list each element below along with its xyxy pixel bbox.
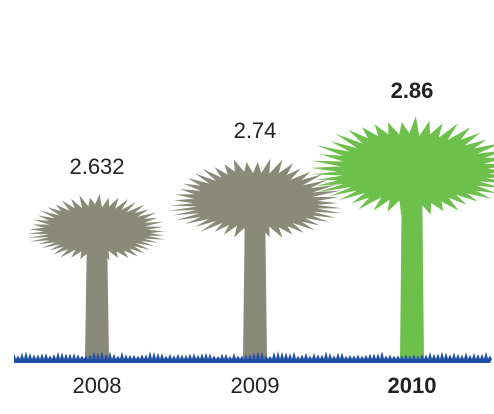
tree-trunk <box>243 203 267 358</box>
value-label: 2.86 <box>391 78 434 103</box>
tree <box>310 116 494 358</box>
value-label: 2.632 <box>69 154 124 179</box>
tree-trunk <box>400 171 424 358</box>
tree-trunk <box>85 231 109 358</box>
tree <box>27 194 167 358</box>
tree-crown <box>169 158 343 240</box>
tree <box>169 158 343 358</box>
tree-crown <box>27 194 167 261</box>
x-tick-label: 2010 <box>388 373 437 398</box>
x-tick-label: 2009 <box>231 373 280 398</box>
ground <box>14 351 492 363</box>
value-label: 2.74 <box>234 118 277 143</box>
tree-crown <box>310 116 494 215</box>
x-tick-label: 2008 <box>73 373 122 398</box>
